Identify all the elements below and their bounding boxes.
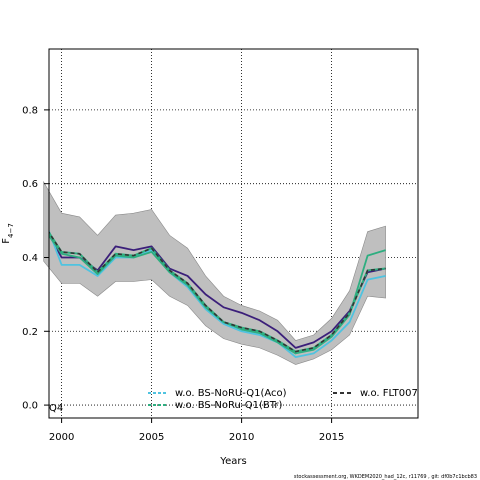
series-line-0 (49, 232, 386, 349)
y-tick-label: 0.8 (22, 105, 38, 116)
y-axis-title: F4−7 (1, 223, 15, 244)
series-layer (49, 228, 386, 359)
x-tick-label: 2015 (319, 432, 344, 443)
series-line-1 (49, 228, 386, 359)
y-axis-title-main: F (1, 238, 12, 244)
y-axis-ticks: 0.0 0.2 0.4 0.6 0.8 (22, 105, 49, 412)
y-tick-label: 0.4 (22, 253, 38, 264)
y-tick-label: 0.0 (22, 401, 38, 412)
legend-label: w.o. BS-NoRu-Q1(BTr) (175, 400, 283, 411)
quarter-label: Q4 (49, 403, 63, 414)
confidence-band (43, 180, 386, 365)
legend-label: w.o. FLT007 (360, 388, 418, 399)
y-tick-label: 0.2 (22, 327, 38, 338)
x-axis-title: Years (219, 456, 246, 467)
legend: w.o. BS-NoRU-Q1(Aco)w.o. BS-NoRu-Q1(BTr)… (148, 388, 418, 411)
x-tick-label: 2010 (229, 432, 254, 443)
x-axis-ticks: 2000 2005 2010 2015 (49, 418, 344, 443)
confidence-band-layer (43, 180, 386, 365)
y-tick-label: 0.6 (22, 179, 38, 190)
source-footnote: stockassessment.org, WKDEM2020_had_12c, … (294, 474, 477, 480)
series-line-3 (49, 231, 386, 353)
x-tick-label: 2000 (49, 432, 74, 443)
plot-frame (48, 48, 419, 419)
y-axis-title-sub: 4−7 (7, 223, 15, 238)
x-tick-label: 2005 (139, 432, 164, 443)
legend-label: w.o. BS-NoRU-Q1(Aco) (175, 388, 287, 399)
